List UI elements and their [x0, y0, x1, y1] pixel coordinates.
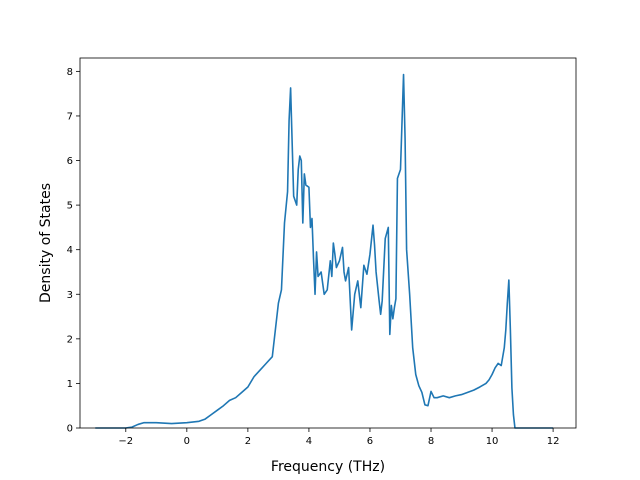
x-tick-label: 10 — [486, 436, 499, 447]
series-layer — [95, 73, 554, 429]
series-line-0 — [95, 73, 554, 429]
y-tick-label: 6 — [67, 156, 73, 167]
y-axis: 0 1 2 3 4 5 6 7 8 — [67, 67, 80, 435]
x-tick-label: 12 — [547, 436, 560, 447]
y-axis-label: Density of States — [38, 183, 54, 303]
y-tick-label: 7 — [67, 111, 73, 122]
x-tick-label: 4 — [306, 436, 312, 447]
x-axis-label: Frequency (THz) — [271, 459, 385, 475]
x-tick-label: 2 — [245, 436, 251, 447]
x-tick-label: 0 — [184, 436, 190, 447]
y-tick-label: 4 — [67, 245, 73, 256]
y-tick-label: 3 — [67, 290, 73, 301]
y-tick-label: 0 — [67, 424, 73, 435]
x-tick-label: 6 — [367, 436, 373, 447]
x-tick-label: −2 — [118, 436, 133, 447]
y-tick-label: 2 — [67, 334, 73, 345]
plot-area-frame — [79, 57, 577, 429]
y-tick-label: 5 — [67, 201, 73, 212]
y-tick-label: 1 — [67, 379, 73, 390]
y-tick-label: 8 — [67, 67, 73, 78]
x-axis: −2 0 2 4 6 8 10 12 — [118, 428, 559, 447]
x-tick-label: 8 — [428, 436, 434, 447]
